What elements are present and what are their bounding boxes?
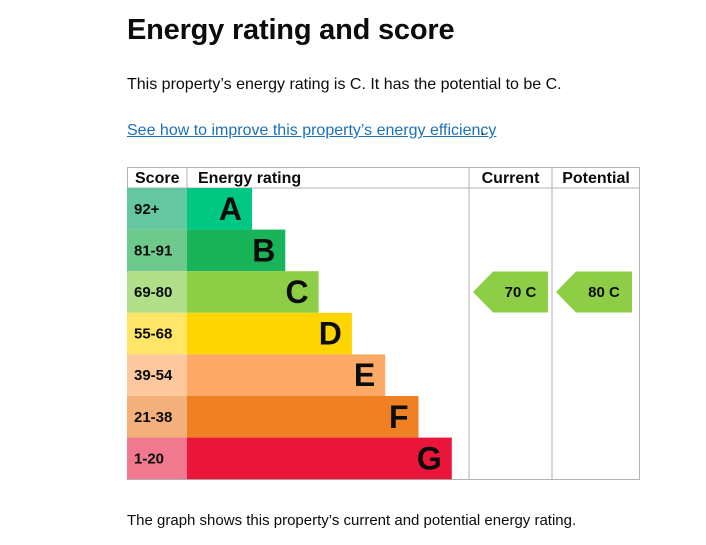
score-band-b: [127, 229, 187, 272]
score-band-c: [127, 271, 187, 313]
score-label-d: 55-68: [134, 326, 172, 343]
rating-letter-g: G: [417, 440, 442, 476]
rating-bar-d: [187, 312, 352, 355]
rating-letter-f: F: [389, 399, 409, 435]
score-label-b: 81-91: [134, 242, 172, 259]
score-band-e: [127, 354, 187, 396]
score-label-f: 21-38: [134, 409, 172, 426]
score-band-g: [127, 437, 187, 480]
score-label-c: 69-80: [134, 284, 172, 301]
rating-letter-e: E: [354, 357, 375, 393]
potential-column-header: Potential: [562, 170, 630, 187]
score-band-a: [127, 188, 187, 230]
current-column-header: Current: [482, 170, 540, 187]
rating-summary-text: This property’s energy rating is C. It h…: [127, 76, 562, 93]
rating-letter-d: D: [319, 316, 342, 352]
rating-bar-g: [187, 437, 452, 480]
energy-rating-graph: Score Energy rating Current Potential 92+ A 81…: [127, 167, 640, 480]
energy-rating-chart: Score Energy rating Current Potential 92+ A 81…: [127, 167, 640, 480]
current-arrow: [473, 271, 548, 313]
energy-rating-column-header: Energy rating: [198, 170, 301, 187]
rating-bar-a: [187, 188, 252, 230]
score-band-d: [127, 312, 187, 355]
improve-efficiency-link[interactable]: See how to improve this property’s energ…: [127, 122, 497, 139]
rating-bar-b: [187, 229, 286, 272]
graph-description: The graph shows this property’s current …: [127, 512, 577, 529]
score-label-e: 39-54: [134, 367, 173, 384]
potential-arrow: [556, 271, 632, 313]
rating-bar-c: [187, 271, 319, 313]
score-band-f: [127, 396, 187, 438]
score-label-a: 92+: [134, 201, 160, 218]
link-suffix: .: [480, 122, 485, 139]
rating-letter-c: C: [285, 274, 308, 310]
rating-letter-b: B: [252, 232, 275, 268]
rating-bar-f: [187, 396, 419, 438]
current-rating-label: 70 C: [505, 284, 537, 301]
score-label-g: 1-20: [134, 450, 164, 467]
potential-rating-label: 80 C: [588, 284, 620, 301]
rating-bar-e: [187, 354, 386, 396]
rating-letter-a: A: [219, 191, 242, 227]
score-column-header: Score: [135, 170, 180, 187]
page-title: Energy rating and score: [127, 14, 455, 46]
